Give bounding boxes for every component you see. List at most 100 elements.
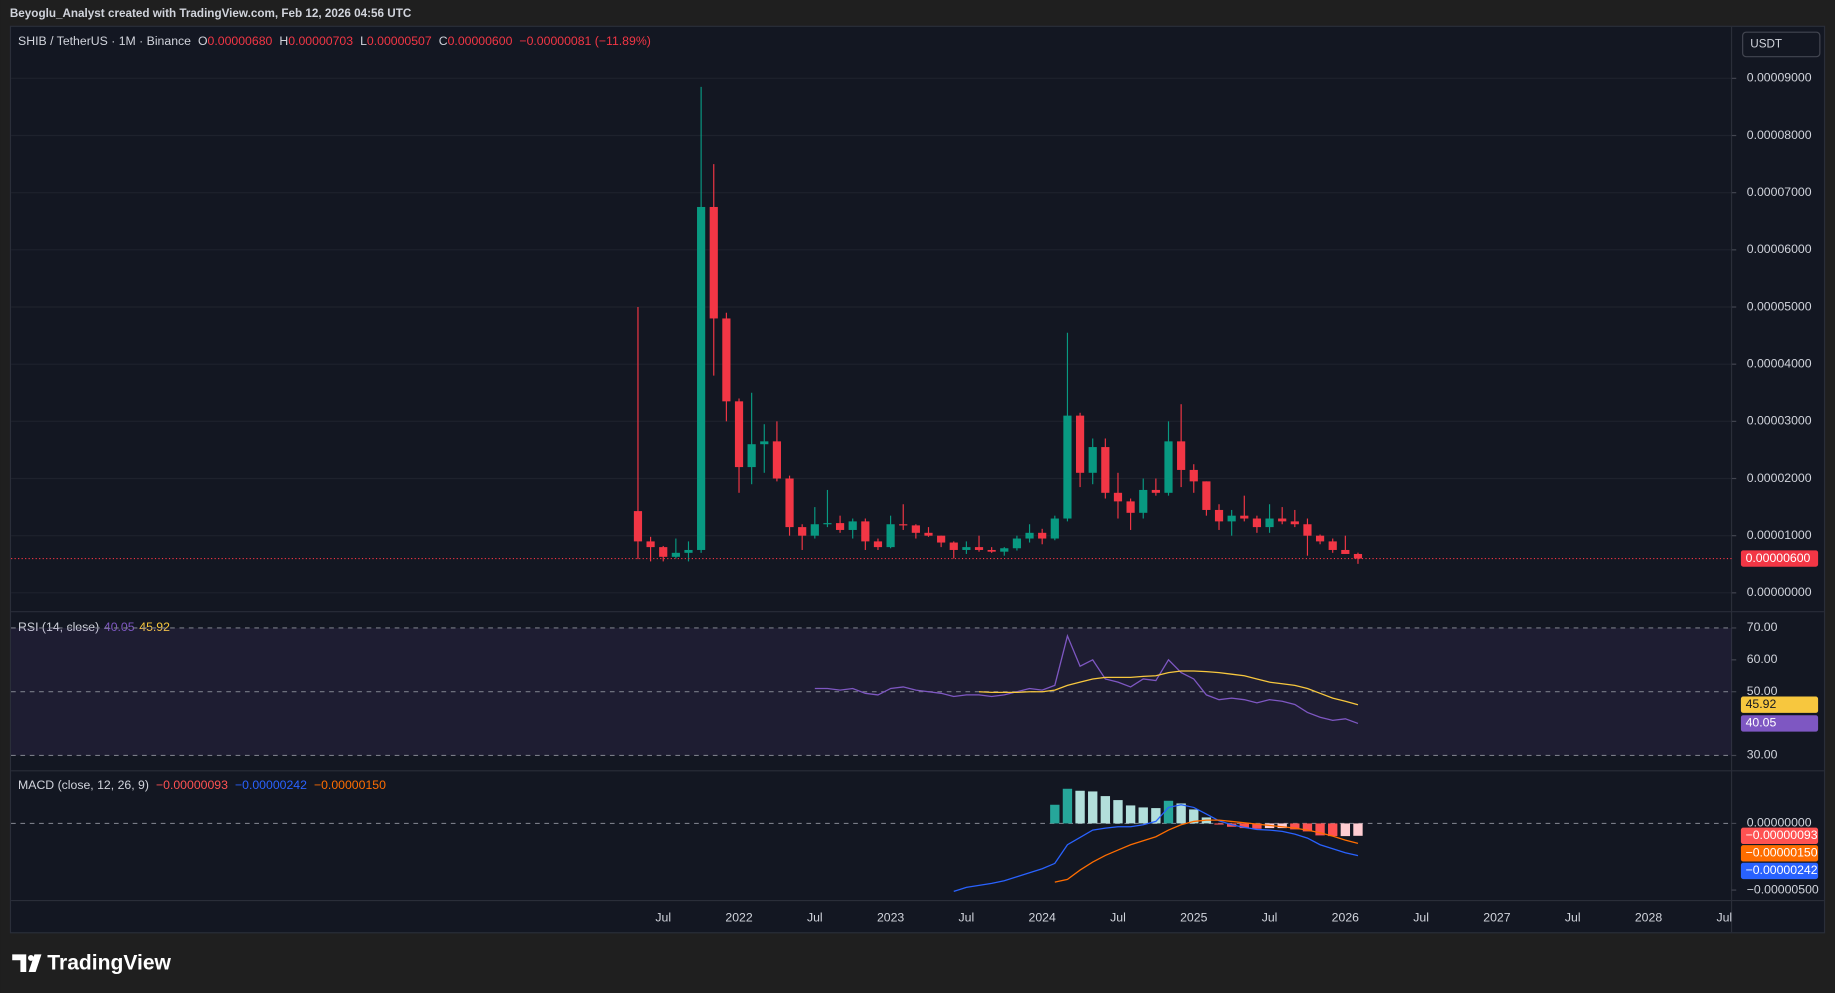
ohlc-key: H bbox=[279, 34, 288, 48]
y-tick-label: −0.00000500 bbox=[1747, 882, 1819, 896]
histogram-bar bbox=[1353, 823, 1363, 836]
candle-body bbox=[1038, 532, 1047, 539]
currency-button[interactable] bbox=[1742, 31, 1821, 58]
rsi-legend: RSI (14, close) 40.05 45.92 bbox=[18, 620, 170, 634]
signal-line bbox=[1054, 819, 1359, 883]
candle-body bbox=[1252, 518, 1262, 528]
candle-body bbox=[1012, 538, 1022, 549]
y-tick-label: 0.00003000 bbox=[1747, 414, 1812, 428]
candle-body bbox=[1113, 492, 1123, 502]
histogram-bar bbox=[1328, 823, 1338, 837]
x-tick-label: 2026 bbox=[1332, 910, 1359, 924]
candle-body bbox=[1328, 541, 1337, 550]
candle-body bbox=[810, 524, 819, 536]
candle-body bbox=[1063, 415, 1072, 519]
candle-body bbox=[1240, 515, 1249, 519]
rsi-value-label: 40.05 bbox=[1746, 716, 1777, 730]
candle-body bbox=[1000, 548, 1009, 552]
macd-value-label-box bbox=[1740, 845, 1819, 862]
candle-body bbox=[937, 535, 946, 543]
ohlc-value: 0.00000703 bbox=[288, 34, 353, 48]
x-tick-label: Jul bbox=[1565, 910, 1581, 924]
y-tick-label: 0.00007000 bbox=[1747, 185, 1812, 199]
y-tick-label: 0.00008000 bbox=[1747, 128, 1812, 142]
y-tick-label: 0.00000000 bbox=[1747, 585, 1812, 599]
y-tick-label: 0.00002000 bbox=[1747, 471, 1812, 485]
brand: TradingView bbox=[47, 951, 171, 974]
histogram-bar bbox=[1100, 796, 1111, 824]
histogram-bar bbox=[1315, 823, 1325, 836]
candle-body bbox=[1189, 469, 1198, 482]
x-tick-label: 2022 bbox=[725, 910, 752, 924]
currency-label[interactable]: USDT bbox=[1750, 38, 1782, 51]
candle-body bbox=[1278, 518, 1287, 522]
macd-value-label-box bbox=[1740, 827, 1819, 845]
x-tick-label: Jul bbox=[959, 910, 975, 924]
rsi-value: 40.05 bbox=[104, 620, 135, 634]
macd-title: MACD (close, 12, 26, 9) bbox=[18, 778, 149, 792]
candle-body bbox=[1101, 447, 1110, 493]
x-tick-label: Jul bbox=[1413, 910, 1429, 924]
histogram-bar bbox=[1050, 804, 1060, 824]
candle-body bbox=[861, 521, 870, 542]
candle-body bbox=[924, 532, 933, 536]
histogram-bar bbox=[1340, 823, 1351, 837]
macd-value-label: −0.00000242 bbox=[1746, 863, 1818, 877]
logo-dot bbox=[28, 954, 34, 961]
candle-body bbox=[1315, 535, 1325, 542]
histogram-bar bbox=[1163, 800, 1174, 824]
x-tick-label: Jul bbox=[807, 910, 823, 924]
x-tick-label: Jul bbox=[655, 910, 671, 924]
candle-body bbox=[697, 206, 706, 550]
histogram-bar bbox=[1062, 788, 1073, 824]
macd-value: −0.00000242 bbox=[235, 778, 307, 792]
candle-body bbox=[1341, 549, 1350, 554]
candle-body bbox=[659, 547, 668, 557]
candle-body bbox=[886, 524, 895, 548]
y-tick-label: 0.00000000 bbox=[1747, 816, 1812, 830]
y-tick-label: 0.00004000 bbox=[1747, 356, 1812, 370]
y-tick-label: 70.00 bbox=[1747, 620, 1778, 634]
candle-body bbox=[709, 206, 718, 319]
candle-body bbox=[848, 521, 857, 530]
rsi-line bbox=[978, 670, 1359, 706]
y-tick-label: 50.00 bbox=[1747, 684, 1778, 698]
y-tick-label: 0.00006000 bbox=[1747, 242, 1812, 256]
histogram-bar bbox=[1252, 823, 1262, 829]
rsi-value-label-box bbox=[1740, 696, 1819, 713]
signal-value: −0.00000150 bbox=[314, 778, 386, 792]
ohlc-value: 0.00000600 bbox=[448, 34, 513, 48]
candle-body bbox=[987, 549, 996, 552]
histogram-bar bbox=[1290, 823, 1300, 830]
candle-body bbox=[1164, 441, 1173, 493]
symbol: SHIB / TetherUS · 1M · Binance bbox=[18, 34, 191, 48]
candle-body bbox=[835, 523, 845, 530]
candle-body bbox=[1050, 518, 1059, 539]
chart-area bbox=[9, 25, 1826, 934]
candle-body bbox=[1177, 441, 1186, 470]
histogram-bar bbox=[1277, 823, 1287, 829]
candle-body bbox=[671, 552, 680, 557]
x-tick-label: Jul bbox=[1262, 910, 1278, 924]
rsi-line bbox=[814, 633, 1359, 725]
y-tick-label: 0.00001000 bbox=[1747, 528, 1812, 542]
histogram-bar bbox=[1151, 808, 1161, 824]
histogram-bar bbox=[1138, 807, 1148, 824]
ohlc-key: O bbox=[198, 34, 208, 48]
candle-body bbox=[760, 441, 769, 445]
ohlc-key: C bbox=[439, 34, 448, 48]
x-tick-label: 2027 bbox=[1483, 910, 1510, 924]
candle-body bbox=[1151, 489, 1160, 493]
candle-body bbox=[899, 524, 908, 526]
y-tick-label: 0.00009000 bbox=[1747, 71, 1812, 85]
candle-body bbox=[798, 527, 807, 536]
candle-body bbox=[1075, 415, 1085, 473]
candle-body bbox=[684, 549, 693, 553]
candle-body bbox=[1214, 509, 1224, 522]
candle-body bbox=[722, 318, 731, 402]
x-tick-label: Jul bbox=[1110, 910, 1126, 924]
candle-body bbox=[1139, 489, 1148, 513]
rsi-ma-value: 45.92 bbox=[139, 620, 170, 634]
candle-body bbox=[785, 478, 794, 528]
